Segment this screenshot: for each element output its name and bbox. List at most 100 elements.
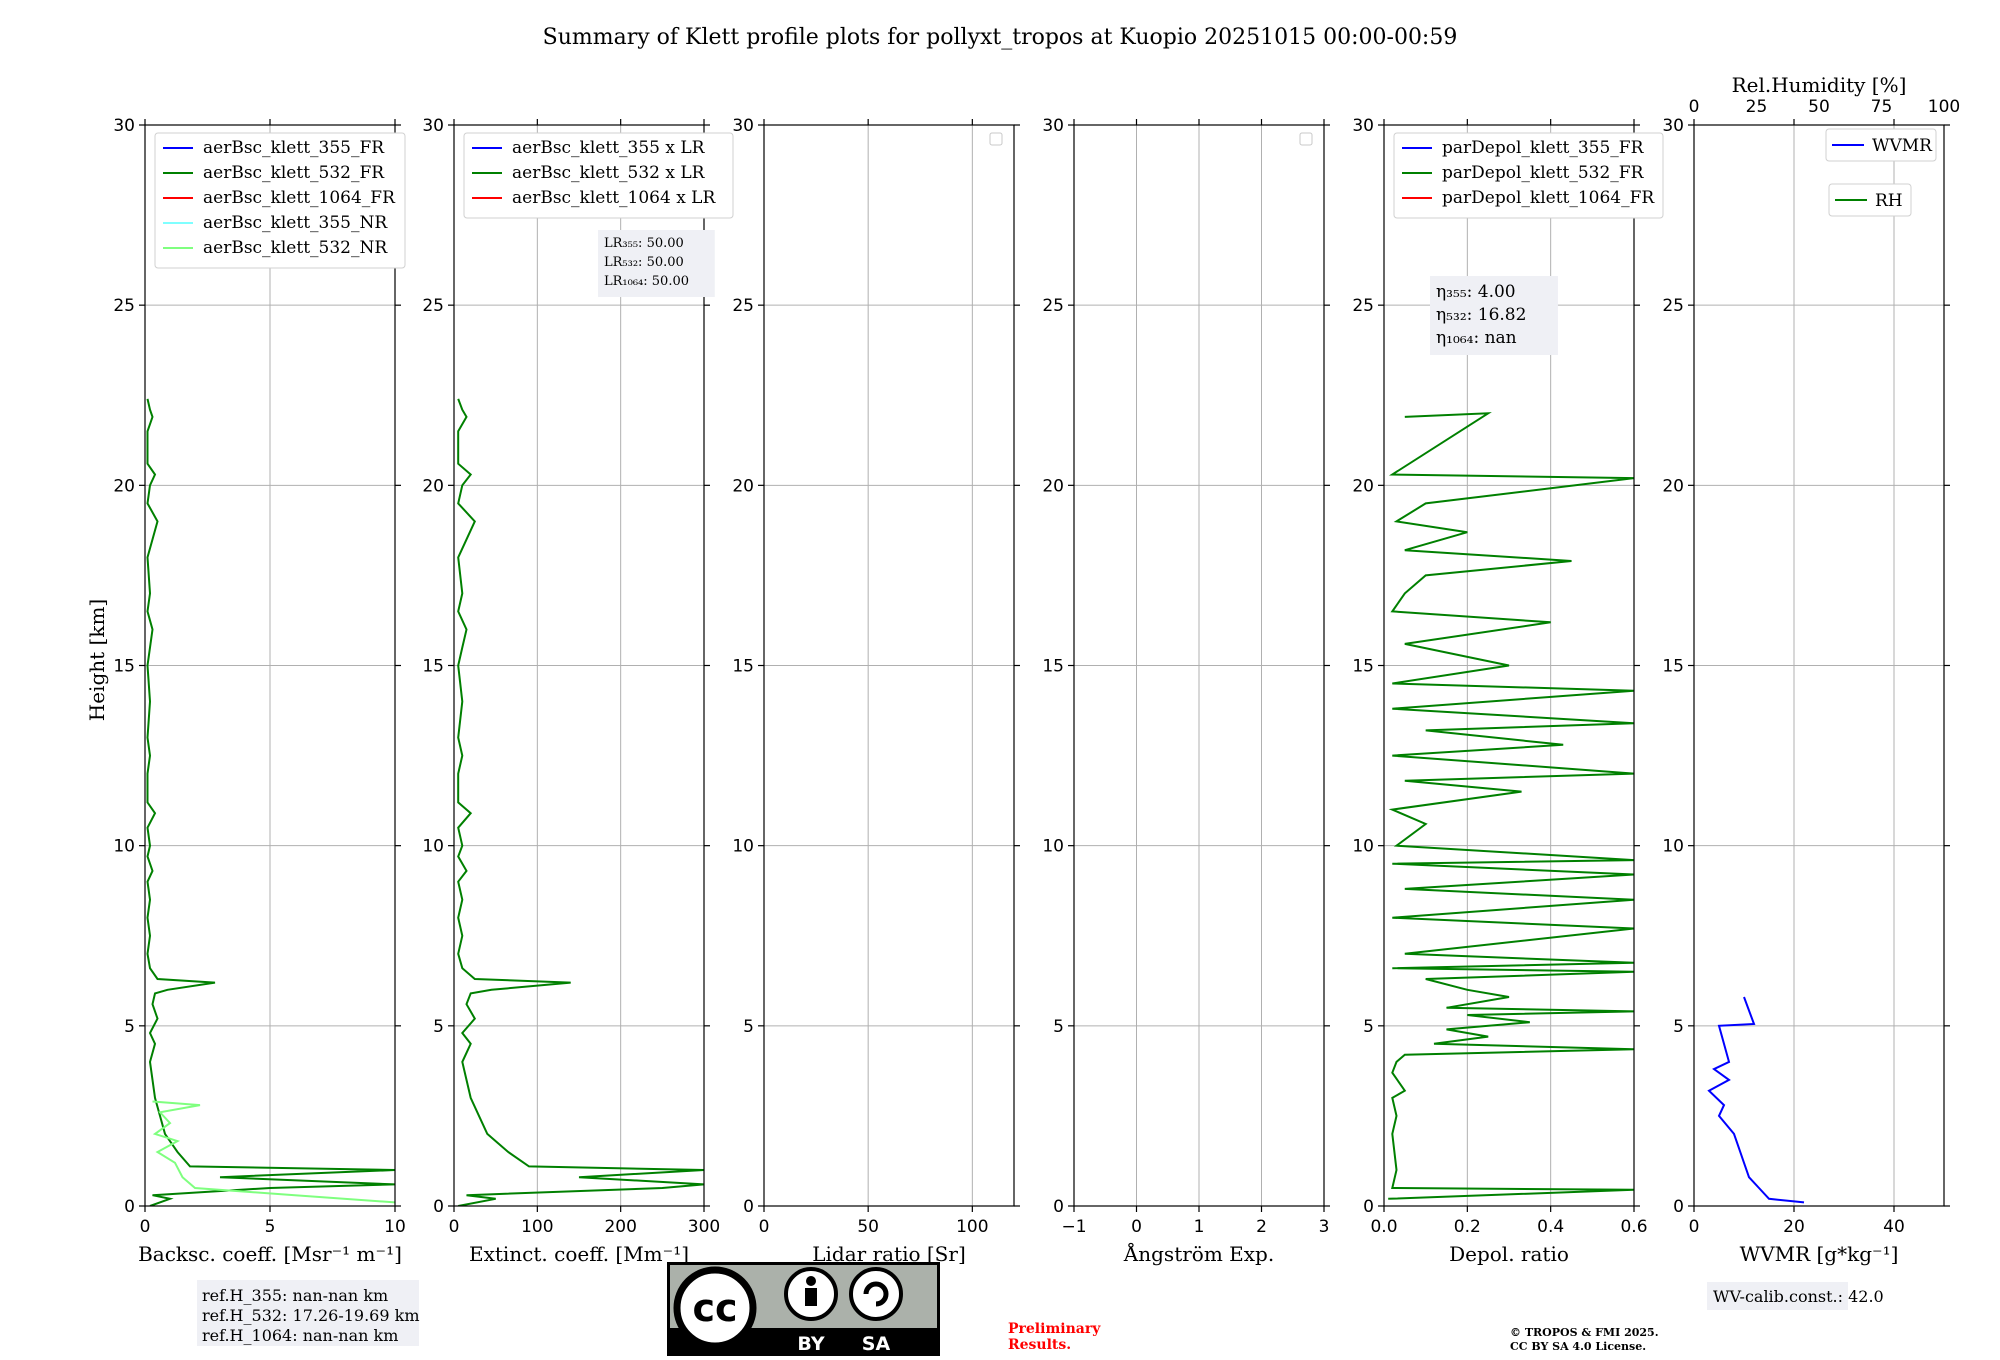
y-tick-label: 0 bbox=[1673, 1197, 1684, 1217]
eta-annotation-line-1: η₅₃₂: 16.82 bbox=[1436, 305, 1526, 325]
x-tick-label: 0.6 bbox=[1620, 1217, 1647, 1237]
y-tick-label: 30 bbox=[1662, 116, 1684, 136]
wv-calib-text: WV-calib.const.: 42.0 bbox=[1713, 1287, 1884, 1306]
x-tick-label: −1 bbox=[1061, 1217, 1086, 1237]
eta-annotation-line-0: η₃₅₅: 4.00 bbox=[1436, 282, 1516, 302]
x-tick-label: 40 bbox=[1883, 1217, 1905, 1237]
x-tick-label: 100 bbox=[956, 1217, 988, 1237]
x-tick-label: 0.0 bbox=[1370, 1217, 1397, 1237]
x-axis-label: WVMR [g*kg⁻¹] bbox=[1740, 1242, 1899, 1266]
x-tick-label: 3 bbox=[1319, 1217, 1330, 1237]
y-tick-label: 25 bbox=[1662, 296, 1684, 316]
legend-label: aerBsc_klett_1064 x LR bbox=[512, 188, 716, 208]
cc-logo-text: cc bbox=[692, 1286, 737, 1330]
top-tick-label: 50 bbox=[1808, 97, 1830, 117]
legend-label: aerBsc_klett_355_FR bbox=[203, 138, 385, 158]
legend-box bbox=[1393, 132, 1664, 219]
y-tick-label: 15 bbox=[1662, 657, 1684, 677]
y-tick-label: 10 bbox=[732, 837, 754, 857]
legend-box bbox=[154, 132, 406, 269]
y-tick-label: 5 bbox=[1673, 1017, 1684, 1037]
eta-annotation-line-2: η₁₀₆₄: nan bbox=[1436, 328, 1517, 348]
y-tick-label: 10 bbox=[1042, 837, 1064, 857]
x-tick-label: 0 bbox=[140, 1217, 151, 1237]
ref-height-355: ref.H_355: nan-nan km bbox=[202, 1286, 388, 1305]
y-tick-label: 20 bbox=[732, 476, 754, 496]
legend-box-rh bbox=[1828, 183, 1912, 217]
y-tick-label: 30 bbox=[113, 116, 135, 136]
x-tick-label: 0.4 bbox=[1537, 1217, 1564, 1237]
panel-depol: 0 5 10 15 20 25 30 0.0 0.2 0.4 0.6 Depol. ratio parD… bbox=[1352, 116, 1664, 1266]
preliminary-line-1: Preliminary bbox=[1008, 1321, 1101, 1337]
legend-label-rh: RH bbox=[1875, 191, 1903, 211]
y-tick-label: 20 bbox=[1042, 476, 1064, 496]
ref-height-532: ref.H_532: 17.26-19.69 km bbox=[202, 1306, 420, 1325]
y-tick-label: 15 bbox=[1352, 657, 1374, 677]
series-line-WVMR bbox=[1707, 996, 1805, 1204]
top-tick-label: 75 bbox=[1871, 97, 1893, 117]
y-axis-label: Height [km] bbox=[85, 599, 109, 721]
series-line-aerBsc_klett_532_NR bbox=[152, 1100, 395, 1204]
top-tick-label: 25 bbox=[1746, 97, 1768, 117]
y-tick-label: 30 bbox=[1042, 116, 1064, 136]
cc-logo-icon bbox=[673, 1266, 757, 1350]
series-group bbox=[1388, 412, 1634, 1200]
lr-annotation-line-0: LR₃₅₅: 50.00 bbox=[604, 236, 684, 251]
lr-annotation-bg bbox=[598, 230, 715, 297]
x-tick-label: 300 bbox=[688, 1217, 720, 1237]
y-tick-label: 30 bbox=[1352, 116, 1374, 136]
empty-legend-icon bbox=[989, 132, 1003, 146]
y-tick-label: 10 bbox=[1662, 837, 1684, 857]
y-tick-label: 5 bbox=[124, 1017, 135, 1037]
y-tick-label: 20 bbox=[422, 476, 444, 496]
x-tick-label: 20 bbox=[1783, 1217, 1805, 1237]
top-axis-label: Rel.Humidity [%] bbox=[1732, 73, 1907, 97]
legend-label: aerBsc_klett_355 x LR bbox=[512, 138, 706, 158]
y-tick-label: 0 bbox=[743, 1197, 754, 1217]
y-tick-label: 25 bbox=[113, 296, 135, 316]
x-tick-label: 2 bbox=[1256, 1217, 1267, 1237]
copyright-line-2: CC BY SA 4.0 License. bbox=[1510, 1340, 1646, 1353]
y-tick-label: 15 bbox=[422, 657, 444, 677]
x-axis-label: Backsc. coeff. [Msr⁻¹ m⁻¹] bbox=[138, 1242, 402, 1266]
legend-label: aerBsc_klett_532_NR bbox=[203, 238, 388, 258]
y-tick-label: 25 bbox=[422, 296, 444, 316]
x-axis-label: Depol. ratio bbox=[1449, 1242, 1569, 1266]
y-tick-label: 5 bbox=[433, 1017, 444, 1037]
cc-badge-sa-label: SA bbox=[862, 1333, 891, 1355]
ref-height-1064: ref.H_1064: nan-nan km bbox=[202, 1326, 398, 1345]
x-tick-label: 100 bbox=[521, 1217, 553, 1237]
y-tick-label: 0 bbox=[1363, 1197, 1374, 1217]
x-tick-label: 0 bbox=[449, 1217, 460, 1237]
preliminary-line-2: Results. bbox=[1008, 1337, 1071, 1353]
legend-label: aerBsc_klett_532 x LR bbox=[512, 163, 706, 183]
sa-share-arrow bbox=[863, 1281, 889, 1307]
y-tick-label: 15 bbox=[113, 657, 135, 677]
series-group bbox=[457, 398, 704, 1206]
x-tick-label: 1 bbox=[1194, 1217, 1205, 1237]
y-tick-label: 10 bbox=[422, 837, 444, 857]
cc-license-badge: cc BY SA bbox=[667, 1262, 940, 1356]
x-tick-label: 200 bbox=[604, 1217, 636, 1237]
y-tick-label: 25 bbox=[1042, 296, 1064, 316]
x-tick-label: 0 bbox=[759, 1217, 770, 1237]
top-tick-label: 100 bbox=[1928, 97, 1960, 117]
x-axis-label: Ångström Exp. bbox=[1123, 1241, 1274, 1266]
y-tick-label: 10 bbox=[1352, 837, 1374, 857]
eta-annotation-bg bbox=[1430, 276, 1558, 355]
y-tick-label: 20 bbox=[1352, 476, 1374, 496]
y-tick-label: 0 bbox=[1053, 1197, 1064, 1217]
copyright-line-1: © TROPOS & FMI 2025. bbox=[1510, 1326, 1659, 1339]
legend-label: parDepol_klett_355_FR bbox=[1442, 138, 1645, 158]
y-tick-label: 20 bbox=[1662, 476, 1684, 496]
legend-box bbox=[463, 132, 734, 219]
top-tick-label: 0 bbox=[1689, 97, 1700, 117]
sa-share-icon bbox=[849, 1267, 903, 1321]
figure-title: Summary of Klett profile plots for polly… bbox=[543, 25, 1458, 50]
wv-calib-bg bbox=[1707, 1282, 1848, 1310]
